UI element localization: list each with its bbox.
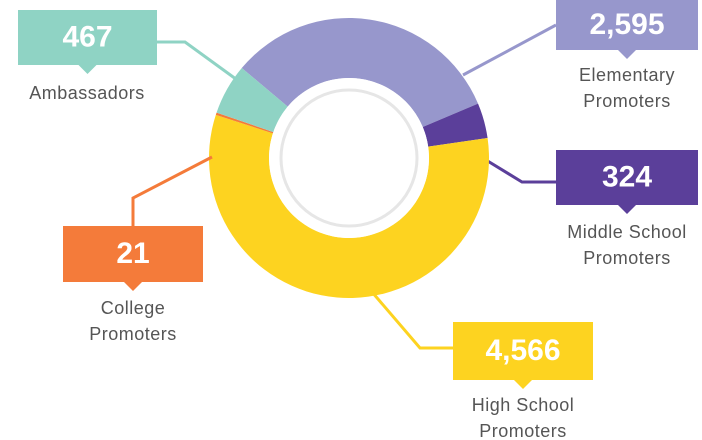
leader-line bbox=[485, 158, 556, 184]
value-box bbox=[63, 226, 203, 282]
leader-line bbox=[462, 23, 557, 77]
value-label: 21 bbox=[116, 237, 149, 270]
donut-hole bbox=[269, 78, 429, 238]
value-box bbox=[453, 322, 593, 380]
inner-ring bbox=[279, 88, 419, 228]
box-pointer bbox=[618, 50, 636, 59]
value-label: 2,595 bbox=[589, 8, 664, 41]
donut-slice bbox=[215, 112, 274, 134]
donut-slice bbox=[241, 18, 479, 127]
category-label: High School Promoters bbox=[471, 395, 575, 440]
box-pointer bbox=[618, 205, 636, 214]
donut-slice bbox=[208, 114, 489, 298]
box-pointer bbox=[78, 65, 97, 74]
category-label: Elementary Promoters bbox=[578, 65, 676, 111]
donut-slice bbox=[422, 103, 488, 147]
leader-line bbox=[131, 155, 213, 226]
value-box bbox=[556, 150, 698, 205]
box-pointer bbox=[124, 282, 142, 291]
leader-line bbox=[157, 40, 241, 84]
leader-line bbox=[370, 291, 453, 350]
category-label: Ambassadors bbox=[29, 83, 145, 103]
value-label: 324 bbox=[602, 160, 652, 193]
category-label: College Promoters bbox=[89, 298, 177, 344]
donut-slice bbox=[216, 68, 288, 133]
box-pointer bbox=[514, 380, 532, 389]
category-label: Middle School Promoters bbox=[567, 222, 687, 268]
value-box bbox=[556, 0, 698, 50]
value-label: 467 bbox=[62, 20, 112, 53]
value-box bbox=[18, 10, 157, 65]
value-label: 4,566 bbox=[485, 334, 560, 367]
